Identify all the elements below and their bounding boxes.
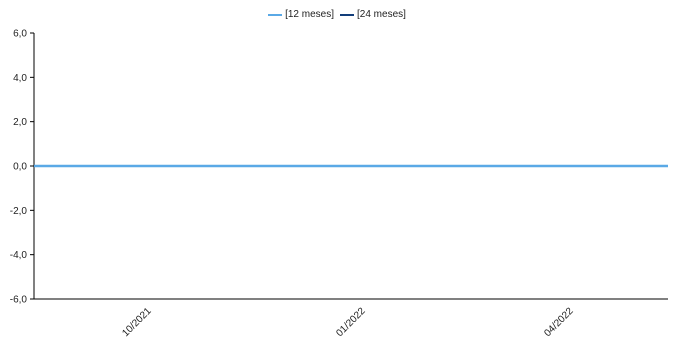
y-tick-label: -2,0: [10, 206, 28, 217]
y-tick-label: 6,0: [13, 29, 27, 40]
x-tick-label: 04/2022: [542, 305, 576, 339]
legend-item-12-meses[interactable]: [12 meses]: [268, 9, 334, 20]
legend-item-24-meses[interactable]: [24 meses]: [340, 9, 406, 20]
x-tick-label: 01/2022: [334, 305, 368, 339]
legend-swatch-12-meses: [268, 13, 283, 16]
y-tick-label: -4,0: [10, 250, 28, 261]
x-tick-label: 10/2021: [120, 305, 154, 339]
legend-label-12-meses: [12 meses]: [285, 9, 334, 20]
legend-swatch-24-meses: [340, 13, 354, 16]
y-tick-label: -6,0: [10, 295, 28, 306]
y-tick-label: 4,0: [13, 73, 27, 84]
legend-label-24-meses: [24 meses]: [357, 9, 406, 20]
chart-legend: [12 meses] [24 meses]: [0, 9, 674, 20]
y-tick-label: 0,0: [13, 162, 27, 173]
y-tick-label: 2,0: [13, 117, 27, 128]
